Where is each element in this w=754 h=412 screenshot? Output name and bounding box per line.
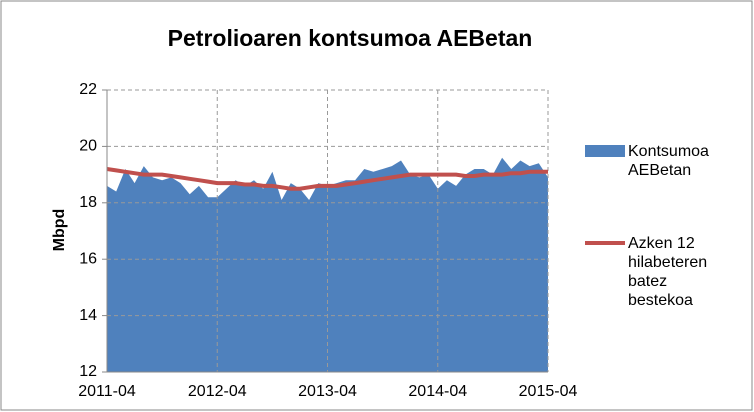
- legend-label: Azken 12 hilabeteren batez bestekoa: [628, 235, 708, 309]
- y-tick-label: 18: [79, 194, 97, 211]
- y-tick-label: 20: [79, 138, 97, 155]
- legend-label: Kontsumoa AEBetan: [628, 143, 709, 179]
- y-tick-label: 22: [79, 81, 97, 98]
- y-tick-label: 16: [79, 250, 97, 267]
- legend-swatch: [585, 145, 625, 157]
- y-tick-label: 12: [79, 363, 97, 380]
- line: [106, 167, 548, 191]
- y-tick-label: 14: [79, 307, 97, 324]
- x-tick-label: 2012-04: [188, 383, 247, 400]
- y-axis-label: Mbpd: [51, 209, 68, 252]
- x-tick-label: 2014-04: [408, 383, 467, 400]
- x-tick-label: 2011-04: [78, 383, 136, 400]
- chart-title: Petrolioaren kontsumoa AEBetan: [168, 25, 533, 51]
- x-tick-label: 2013-04: [298, 383, 357, 400]
- x-tick-label: 2015-04: [519, 383, 578, 400]
